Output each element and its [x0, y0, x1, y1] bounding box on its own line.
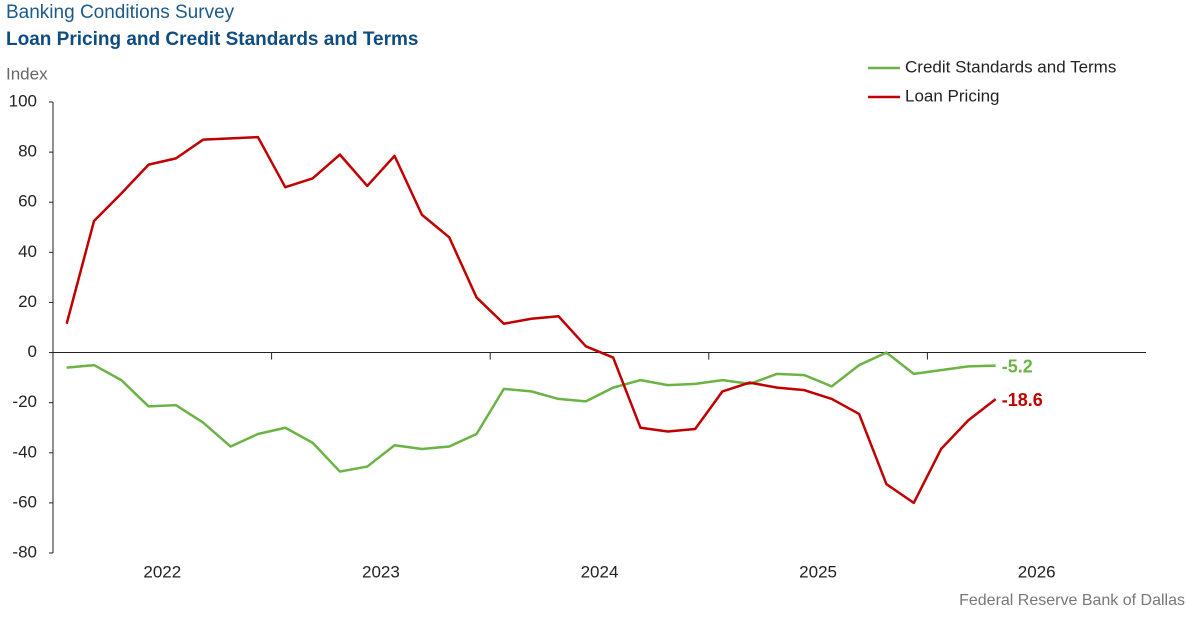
y-tick-label: -20 [12, 392, 37, 411]
y-tick-label: 20 [18, 292, 37, 311]
legend-label: Loan Pricing [905, 86, 1000, 105]
y-tick-label: -60 [12, 492, 37, 511]
end-label: -18.6 [1002, 390, 1043, 410]
x-tick-label: 2023 [362, 562, 400, 581]
series-line [66, 351, 996, 473]
x-tick-label: 2022 [143, 562, 181, 581]
x-tick-label: 2025 [799, 562, 837, 581]
y-tick-label: -80 [12, 542, 37, 561]
x-tick-label: 2026 [1018, 562, 1056, 581]
y-tick-label: 40 [18, 242, 37, 261]
y-tick-label: 80 [18, 142, 37, 161]
source: Federal Reserve Bank of Dallas [959, 592, 1185, 609]
y-tick-label: 100 [9, 91, 37, 110]
y-axis-label: Index [6, 64, 48, 83]
chart-subtitle: Loan Pricing and Credit Standards and Te… [6, 29, 418, 50]
chart-title: Banking Conditions Survey [6, 2, 235, 23]
y-tick-label: 60 [18, 192, 37, 211]
y-tick-label: -40 [12, 442, 37, 461]
legend-label: Credit Standards and Terms [905, 57, 1116, 76]
y-tick-label: 0 [28, 342, 37, 361]
series-line [65, 135, 997, 505]
end-label: -5.2 [1002, 356, 1033, 376]
x-tick-label: 2024 [581, 562, 619, 581]
